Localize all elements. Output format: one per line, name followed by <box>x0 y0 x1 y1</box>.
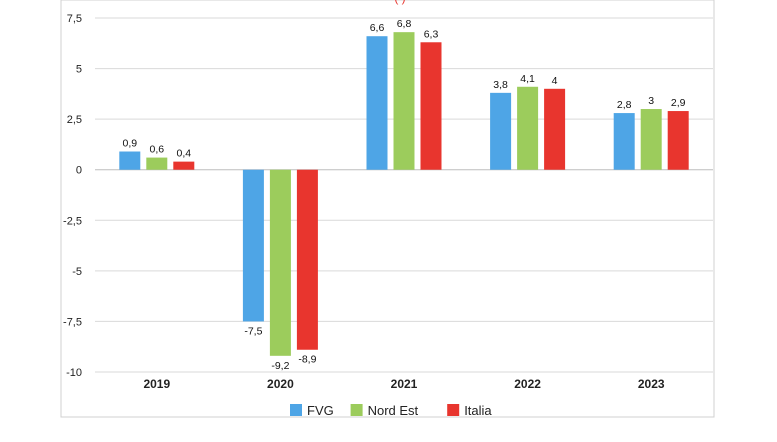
data-label: -9,2 <box>271 360 289 372</box>
bar <box>420 42 442 170</box>
y-tick-label: -2,5 <box>63 215 82 227</box>
legend-swatch <box>290 404 302 416</box>
data-label: 4 <box>552 75 558 87</box>
legend-label: FVG <box>307 403 334 418</box>
x-axis: 2019 2020 2021 2022 2023 <box>143 377 664 391</box>
data-label: 0,6 <box>149 144 164 156</box>
bar <box>242 169 264 322</box>
legend: FVG Nord Est Italia <box>290 403 492 418</box>
y-tick-label: 7,5 <box>67 13 82 25</box>
chart-subtitle-fragment: ( ) <box>394 0 405 5</box>
data-label: 2,8 <box>617 99 632 111</box>
y-tick-label: -7,5 <box>63 316 82 328</box>
x-tick-label: 2022 <box>514 377 541 391</box>
legend-label: Nord Est <box>368 403 419 418</box>
y-axis: 7,5 5 2,5 0 -2,5 -5 -7,5 -10 <box>63 13 82 379</box>
data-labels: 0,9 0,6 0,4 -7,5 -9,2 -8,9 6,6 6,8 6,3 3,8 4,1 4 2,8… <box>122 18 685 372</box>
legend-label: Italia <box>464 403 492 418</box>
data-label: 3,8 <box>493 79 508 91</box>
data-label: 6,8 <box>397 18 412 30</box>
bar <box>366 36 388 170</box>
bar <box>517 86 539 170</box>
y-tick-label: 5 <box>76 64 82 76</box>
data-label: 0,9 <box>122 138 137 150</box>
bar <box>640 109 662 170</box>
legend-swatch <box>447 404 460 416</box>
y-tick-label: 0 <box>76 165 82 177</box>
data-label: 6,6 <box>370 22 385 34</box>
bar <box>393 32 415 170</box>
data-label: 3 <box>648 95 654 107</box>
x-tick-label: 2023 <box>638 377 665 391</box>
x-tick-label: 2021 <box>391 377 418 391</box>
bars <box>119 32 689 356</box>
data-label: -8,9 <box>298 354 316 366</box>
bar <box>173 161 195 170</box>
x-tick-label: 2019 <box>143 377 170 391</box>
data-label: 6,3 <box>424 28 439 40</box>
data-label: 4,1 <box>520 73 535 85</box>
y-tick-label: -10 <box>66 367 82 379</box>
bar <box>146 157 168 170</box>
data-label: 0,4 <box>176 148 191 160</box>
bar <box>490 92 512 170</box>
bar <box>544 88 566 170</box>
bar <box>667 111 689 170</box>
bar <box>119 151 141 170</box>
y-tick-label: -5 <box>72 266 82 278</box>
legend-swatch <box>350 404 363 416</box>
data-label: 2,9 <box>671 97 686 109</box>
bar <box>296 169 318 350</box>
bar <box>269 169 291 356</box>
y-tick-label: 2,5 <box>67 114 82 126</box>
data-label: -7,5 <box>244 325 262 337</box>
bar <box>613 113 635 170</box>
x-tick-label: 2020 <box>267 377 294 391</box>
